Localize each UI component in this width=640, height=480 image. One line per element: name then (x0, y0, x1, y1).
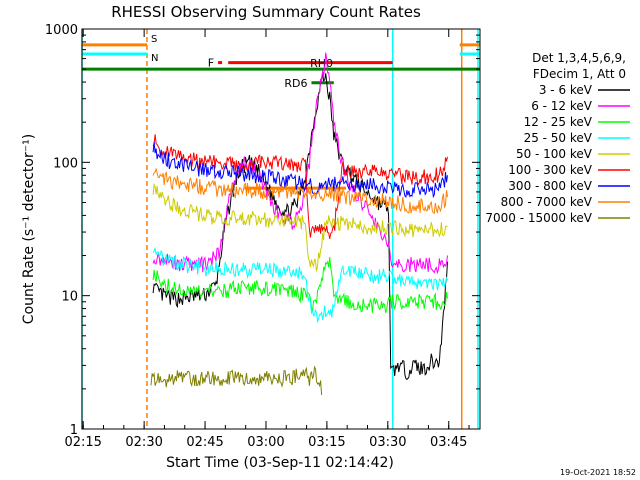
x-axis: 02:15 02:30 02:45 03:00 03:15 03:30 03:45 (64, 29, 470, 450)
x-tick-label-0: 02:15 (64, 435, 101, 450)
y-tick-label-3: 1000 (45, 23, 78, 38)
legend-label-0: 3 - 6 keV (539, 83, 593, 97)
x-tick-label-4: 03:15 (308, 435, 345, 450)
legend: Det 1,3,4,5,6,9, FDecim 1, Att 0 3 - 6 k… (485, 51, 630, 225)
series-line-7 (152, 167, 448, 215)
x-tick-label-3: 03:00 (247, 435, 284, 450)
series-line-6 (152, 141, 448, 199)
footer-timestamp: 19-Oct-2021 18:52 (560, 468, 636, 477)
x-tick-label-1: 02:30 (125, 435, 162, 450)
y-tick-label-0: 1 (70, 423, 78, 438)
x-tick-label-2: 02:45 (186, 435, 223, 450)
flag-label-rh0: RH0 (310, 57, 333, 70)
x-axis-label: Start Time (03-Sep-11 02:14:42) (166, 455, 394, 471)
plot-frame (81, 28, 481, 430)
y-axis: 1 10 100 1000 (45, 23, 480, 438)
series-line-2 (152, 257, 448, 313)
series-line-4 (152, 182, 448, 272)
series-line-0 (152, 72, 448, 381)
band-label-n: N (151, 53, 158, 64)
legend-label-2: 12 - 25 keV (524, 115, 593, 129)
series-line-3 (152, 246, 448, 323)
y-axis-label: Count Rate (s⁻¹ detector⁻¹) (21, 134, 37, 324)
legend-label-7: 800 - 7000 keV (501, 195, 593, 209)
flag-label-f: F (208, 57, 214, 70)
legend-label-5: 100 - 300 keV (508, 163, 592, 177)
y-tick-label-1: 10 (61, 290, 78, 305)
legend-label-3: 25 - 50 keV (524, 131, 593, 145)
series-line-5 (152, 134, 448, 239)
chart-title: RHESSI Observing Summary Count Rates (111, 3, 421, 21)
legend-label-8: 7000 - 15000 keV (485, 211, 592, 225)
legend-label-4: 50 - 100 keV (516, 147, 593, 161)
legend-header-line-1: Det 1,3,4,5,6,9, (532, 51, 626, 65)
y-tick-label-2: 100 (53, 156, 78, 171)
series-line-8 (150, 365, 323, 396)
x-tick-label-5: 03:30 (369, 435, 406, 450)
flag-label-rd6: RD6 (284, 77, 307, 90)
legend-label-1: 6 - 12 keV (531, 99, 593, 113)
legend-label-6: 300 - 800 keV (508, 179, 592, 193)
x-tick-label-6: 03:45 (430, 435, 467, 450)
band-label-s: S (151, 34, 157, 45)
legend-header-line-2: FDecim 1, Att 0 (533, 67, 626, 81)
